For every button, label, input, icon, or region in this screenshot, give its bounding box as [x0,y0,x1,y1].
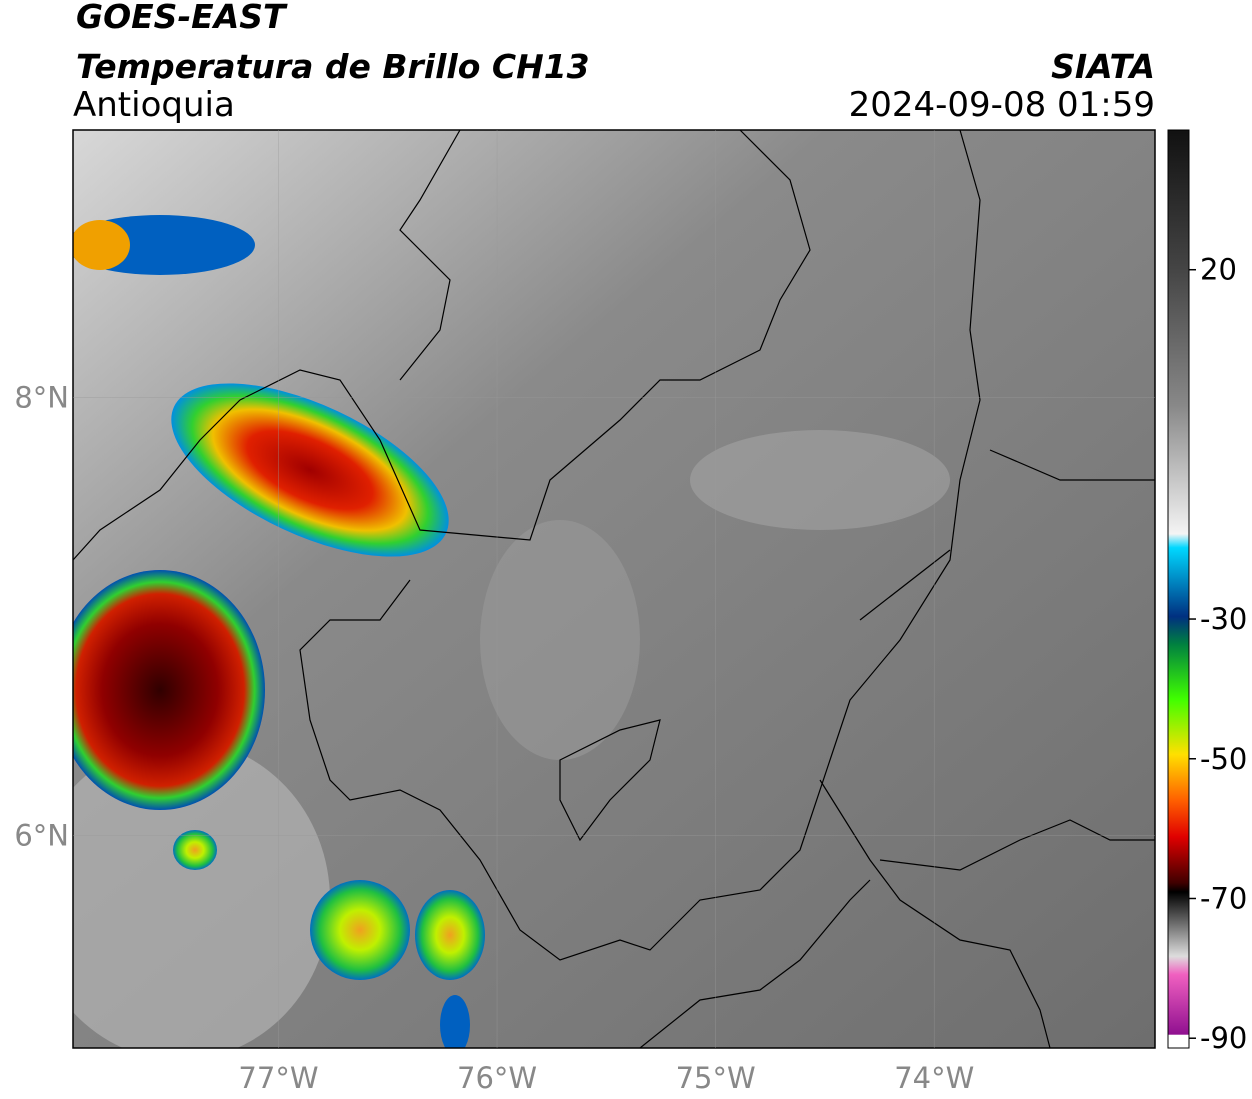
colorbar-tick-label: -50 [1200,742,1247,776]
satellite-image [73,130,1155,1048]
x-tick-label: 74°W [894,1061,974,1095]
colorbar-tick-label: 20 [1200,253,1237,287]
colorbar-tick-label: -30 [1200,602,1247,636]
colorbar-tick-label: -70 [1200,881,1247,915]
map-frame [72,129,1156,1049]
subtitle: Temperatura de Brillo CH13 [76,47,590,86]
y-tick-label: 8°N [14,380,69,414]
region: Antioquia [73,85,235,125]
y-tick-label: 6°N [14,818,69,852]
title: GOES-EAST [76,0,288,36]
x-tick-label: 76°W [457,1061,537,1095]
colorbar-tick-label: -90 [1200,1021,1247,1055]
colorbar [1167,129,1190,1049]
x-tick-label: 77°W [238,1061,318,1095]
datetime: 2024-09-08 01:59 [849,85,1155,125]
source: SIATA [1051,47,1155,86]
x-tick-label: 75°W [676,1061,756,1095]
